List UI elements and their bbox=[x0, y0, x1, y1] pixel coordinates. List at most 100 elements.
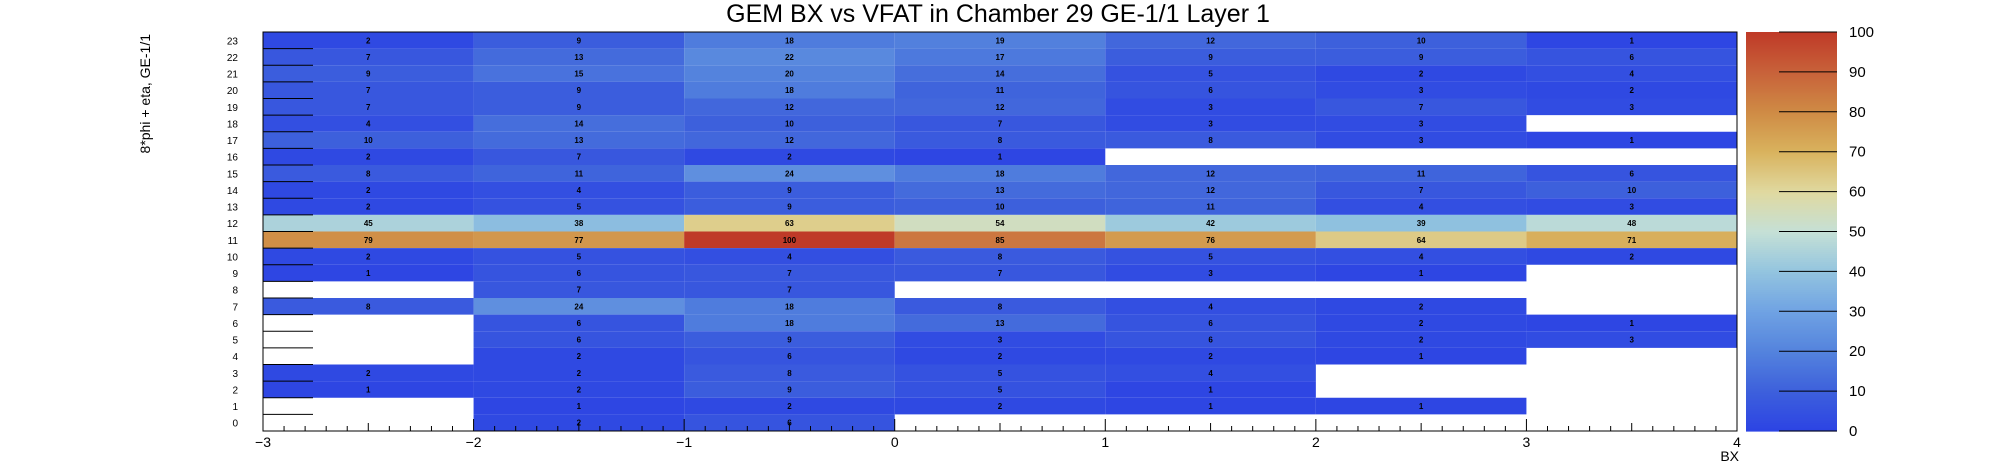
cell-value-label: 3 bbox=[1208, 269, 1213, 278]
cell-value-label: 1 bbox=[1208, 402, 1213, 411]
cell-value-label: 45 bbox=[364, 219, 373, 228]
colorbar-band bbox=[1746, 301, 1837, 304]
colorbar-band bbox=[1746, 177, 1837, 181]
cell-value-label: 6 bbox=[1629, 169, 1634, 178]
cell-value-label: 1 bbox=[1629, 36, 1634, 45]
heatmap-cell bbox=[473, 298, 685, 315]
heatmap-cell bbox=[684, 131, 895, 149]
colorbar-band bbox=[1746, 211, 1837, 215]
colorbar-band bbox=[1746, 255, 1837, 259]
heatmap-cell bbox=[1315, 81, 1527, 99]
cell-value-label: 6 bbox=[1629, 53, 1634, 62]
colorbar-band bbox=[1746, 109, 1837, 113]
colorbar-band bbox=[1746, 303, 1837, 306]
heatmap-cell bbox=[1526, 198, 1737, 215]
heatmap-cell bbox=[684, 397, 895, 415]
heatmap-cell bbox=[1526, 131, 1737, 149]
heatmap-cell bbox=[684, 364, 895, 382]
colorbar-band bbox=[1746, 359, 1837, 362]
heatmap-cell bbox=[473, 181, 685, 199]
heatmap-cell bbox=[1315, 98, 1527, 116]
heatmap-cell bbox=[684, 115, 895, 132]
cell-value-label: 8 bbox=[366, 169, 371, 178]
colorbar-band bbox=[1746, 271, 1837, 274]
cell-value-label: 4 bbox=[787, 252, 792, 261]
y-tick-label: 14 bbox=[227, 186, 239, 197]
colorbar-band bbox=[1746, 325, 1837, 328]
colorbar-band bbox=[1746, 209, 1837, 213]
y-tick-label: 4 bbox=[232, 352, 238, 363]
colorbar-band bbox=[1746, 59, 1837, 63]
cell-value-label: 7 bbox=[998, 269, 1003, 278]
colorbar-band bbox=[1746, 173, 1837, 177]
heatmap-cell bbox=[1526, 81, 1737, 99]
cell-value-label: 6 bbox=[577, 269, 582, 278]
colorbar-band bbox=[1746, 105, 1837, 109]
y-tick-label: 21 bbox=[227, 70, 239, 81]
colorbar-band bbox=[1746, 183, 1837, 187]
y-tick-label: 16 bbox=[227, 153, 239, 164]
heatmap-cell bbox=[1526, 98, 1737, 116]
colorbar-band bbox=[1746, 231, 1837, 235]
colorbar-band bbox=[1746, 75, 1837, 79]
cell-value-label: 2 bbox=[577, 369, 582, 378]
heatmap-cell bbox=[684, 98, 895, 116]
colorbar-band bbox=[1746, 129, 1837, 133]
colorbar-tick-label: 80 bbox=[1849, 104, 1866, 121]
heatmap-cell bbox=[1105, 347, 1316, 365]
colorbar-band bbox=[1746, 157, 1837, 161]
heatmap-cell bbox=[473, 347, 685, 365]
cell-value-label: 5 bbox=[998, 369, 1003, 378]
colorbar-band bbox=[1746, 91, 1837, 95]
heatmap-cell bbox=[473, 248, 685, 265]
colorbar-band bbox=[1746, 333, 1837, 336]
cell-value-label: 4 bbox=[1419, 252, 1424, 261]
colorbar-band bbox=[1746, 127, 1837, 131]
cell-value-label: 63 bbox=[785, 219, 794, 228]
colorbar-band bbox=[1746, 107, 1837, 111]
heatmap-cell bbox=[684, 181, 895, 199]
cell-value-label: 6 bbox=[1208, 336, 1213, 345]
colorbar-band bbox=[1746, 97, 1837, 101]
heatmap-cell bbox=[1105, 48, 1316, 66]
heatmap-cell bbox=[1526, 181, 1737, 199]
cell-value-label: 12 bbox=[1206, 186, 1215, 195]
cell-value-label: 1 bbox=[366, 269, 371, 278]
heatmap-cell bbox=[1105, 364, 1316, 382]
heatmap-cell bbox=[1315, 314, 1527, 332]
colorbar-band bbox=[1746, 263, 1837, 267]
colorbar-band bbox=[1746, 341, 1837, 344]
colorbar-band bbox=[1746, 307, 1837, 310]
colorbar-band bbox=[1746, 69, 1837, 73]
colorbar-band bbox=[1746, 295, 1837, 298]
x-tick-label: 2 bbox=[1312, 434, 1320, 450]
heatmap-cell bbox=[1105, 231, 1316, 249]
cell-value-label: 7 bbox=[998, 119, 1003, 128]
colorbar-band bbox=[1746, 205, 1837, 209]
heatmap-cell bbox=[894, 248, 1106, 265]
cell-value-label: 13 bbox=[996, 186, 1005, 195]
cell-value-label: 7 bbox=[366, 86, 371, 95]
colorbar-band bbox=[1746, 281, 1837, 284]
colorbar-band bbox=[1746, 32, 1837, 35]
colorbar-band bbox=[1746, 403, 1837, 406]
cell-value-label: 7 bbox=[787, 269, 792, 278]
cell-value-label: 10 bbox=[1417, 36, 1426, 45]
x-tick-label: −1 bbox=[676, 434, 692, 450]
heatmap-cell bbox=[473, 148, 685, 165]
colorbar-band bbox=[1746, 227, 1837, 231]
cell-value-label: 9 bbox=[366, 70, 371, 79]
heatmap-cell bbox=[473, 281, 685, 298]
heatmap-cell bbox=[473, 98, 685, 116]
colorbar-band bbox=[1746, 347, 1837, 350]
colorbar-band bbox=[1746, 283, 1837, 286]
colorbar-band bbox=[1746, 95, 1837, 99]
cell-value-label: 22 bbox=[785, 53, 794, 62]
heatmap-cell bbox=[684, 314, 895, 332]
cell-value-label: 8 bbox=[998, 252, 1003, 261]
colorbar-tick-label: 90 bbox=[1849, 64, 1866, 81]
cell-value-label: 2 bbox=[366, 36, 371, 45]
colorbar-band bbox=[1746, 207, 1837, 211]
cell-value-label: 19 bbox=[996, 36, 1005, 45]
